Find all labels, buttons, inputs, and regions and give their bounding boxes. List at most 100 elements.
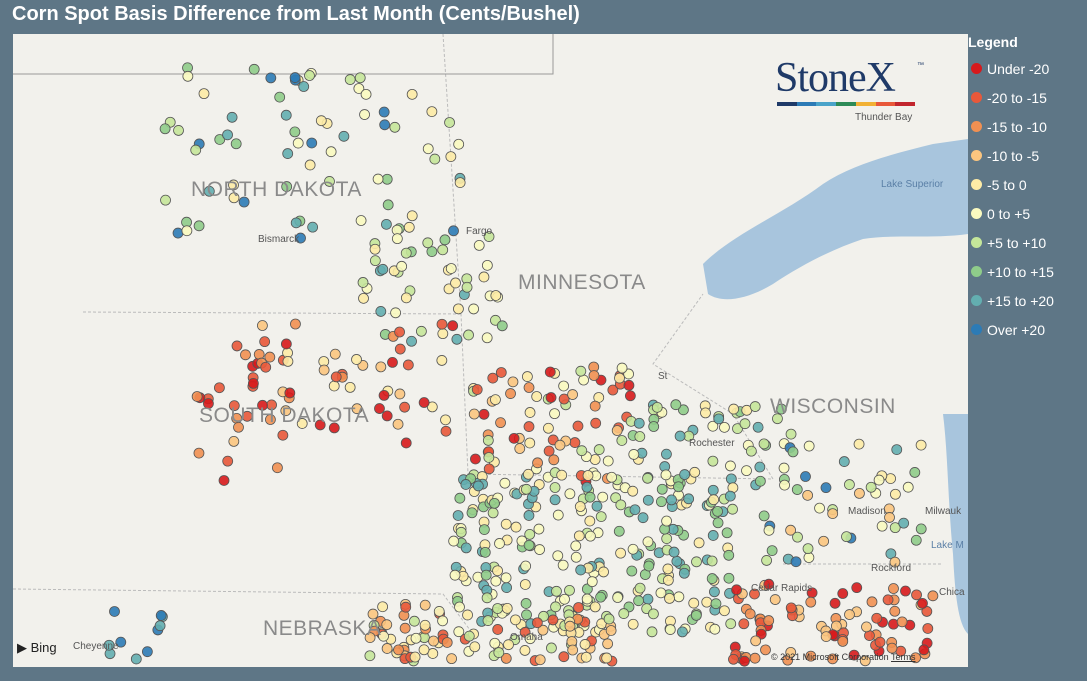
observation-dot[interactable]	[422, 143, 434, 155]
observation-dot[interactable]	[898, 517, 910, 529]
observation-dot[interactable]	[524, 437, 536, 449]
observation-dot[interactable]	[228, 192, 240, 204]
observation-dot[interactable]	[564, 488, 576, 500]
observation-dot[interactable]	[351, 403, 363, 415]
observation-dot[interactable]	[725, 618, 737, 630]
observation-dot[interactable]	[709, 623, 721, 635]
observation-dot[interactable]	[226, 111, 238, 123]
observation-dot[interactable]	[532, 457, 543, 469]
observation-dot[interactable]	[543, 422, 554, 434]
observation-dot[interactable]	[390, 307, 401, 319]
observation-dot[interactable]	[550, 601, 561, 613]
observation-dot[interactable]	[522, 468, 534, 480]
observation-dot[interactable]	[228, 436, 240, 447]
observation-dot[interactable]	[896, 616, 908, 628]
observation-dot[interactable]	[584, 491, 596, 503]
observation-dot[interactable]	[803, 440, 815, 452]
observation-dot[interactable]	[611, 425, 623, 436]
observation-dot[interactable]	[844, 609, 855, 620]
observation-dot[interactable]	[848, 649, 860, 661]
observation-dot[interactable]	[585, 530, 596, 542]
observation-dot[interactable]	[524, 633, 536, 645]
observation-dot[interactable]	[707, 530, 719, 541]
observation-dot[interactable]	[575, 564, 587, 576]
observation-dot[interactable]	[490, 394, 501, 406]
observation-dot[interactable]	[827, 653, 838, 665]
observation-dot[interactable]	[725, 460, 736, 472]
observation-dot[interactable]	[400, 292, 412, 304]
observation-dot[interactable]	[329, 348, 341, 360]
observation-dot[interactable]	[615, 547, 626, 559]
observation-dot[interactable]	[478, 271, 490, 283]
observation-dot[interactable]	[469, 641, 481, 653]
observation-dot[interactable]	[400, 247, 412, 259]
observation-dot[interactable]	[624, 390, 636, 402]
observation-dot[interactable]	[646, 626, 658, 638]
observation-dot[interactable]	[627, 485, 639, 497]
observation-dot[interactable]	[500, 572, 512, 584]
observation-dot[interactable]	[437, 615, 448, 627]
observation-dot[interactable]	[627, 543, 639, 555]
observation-dot[interactable]	[182, 70, 194, 82]
observation-dot[interactable]	[260, 361, 272, 373]
observation-dot[interactable]	[554, 439, 566, 451]
observation-dot[interactable]	[882, 594, 894, 606]
observation-dot[interactable]	[492, 565, 503, 577]
observation-dot[interactable]	[615, 499, 627, 511]
observation-dot[interactable]	[668, 546, 680, 558]
observation-dot[interactable]	[580, 651, 592, 663]
observation-dot[interactable]	[406, 88, 418, 100]
observation-dot[interactable]	[910, 534, 922, 546]
observation-dot[interactable]	[272, 462, 283, 474]
observation-dot[interactable]	[707, 420, 719, 432]
observation-dot[interactable]	[837, 588, 849, 599]
observation-dot[interactable]	[501, 602, 513, 614]
observation-dot[interactable]	[732, 423, 743, 434]
observation-dot[interactable]	[859, 655, 871, 667]
observation-dot[interactable]	[589, 601, 601, 613]
observation-dot[interactable]	[494, 538, 505, 549]
observation-dot[interactable]	[521, 609, 532, 621]
observation-dot[interactable]	[581, 481, 593, 493]
observation-dot[interactable]	[673, 591, 685, 603]
observation-dot[interactable]	[290, 217, 302, 229]
observation-dot[interactable]	[328, 422, 340, 434]
observation-dot[interactable]	[581, 593, 593, 605]
observation-dot[interactable]	[381, 619, 393, 631]
observation-dot[interactable]	[841, 531, 852, 543]
observation-dot[interactable]	[304, 159, 316, 171]
observation-dot[interactable]	[463, 630, 475, 642]
observation-dot[interactable]	[280, 338, 292, 350]
observation-dot[interactable]	[871, 612, 883, 624]
observation-dot[interactable]	[284, 387, 296, 399]
observation-dot[interactable]	[422, 237, 434, 249]
observation-dot[interactable]	[803, 552, 815, 563]
observation-dot[interactable]	[214, 382, 225, 394]
observation-dot[interactable]	[282, 355, 294, 367]
observation-dot[interactable]	[595, 511, 607, 523]
observation-dot[interactable]	[873, 474, 885, 486]
observation-dot[interactable]	[394, 343, 406, 355]
observation-dot[interactable]	[727, 503, 738, 515]
observation-dot[interactable]	[844, 479, 855, 490]
observation-dot[interactable]	[377, 601, 389, 613]
observation-dot[interactable]	[861, 621, 872, 633]
observation-dot[interactable]	[369, 243, 381, 255]
observation-dot[interactable]	[749, 652, 761, 664]
observation-dot[interactable]	[330, 371, 342, 383]
observation-dot[interactable]	[900, 585, 911, 597]
observation-dot[interactable]	[315, 115, 327, 127]
observation-dot[interactable]	[231, 340, 243, 352]
observation-dot[interactable]	[394, 326, 405, 338]
observation-dot[interactable]	[406, 210, 418, 222]
observation-dot[interactable]	[584, 515, 596, 527]
observation-dot[interactable]	[679, 469, 691, 480]
observation-dot[interactable]	[570, 551, 582, 563]
observation-dot[interactable]	[304, 70, 315, 81]
observation-dot[interactable]	[633, 595, 645, 607]
observation-dot[interactable]	[791, 484, 803, 495]
observation-dot[interactable]	[724, 490, 736, 502]
observation-dot[interactable]	[372, 173, 384, 185]
observation-dot[interactable]	[191, 391, 203, 402]
legend-item[interactable]: +10 to +15	[968, 257, 1087, 286]
